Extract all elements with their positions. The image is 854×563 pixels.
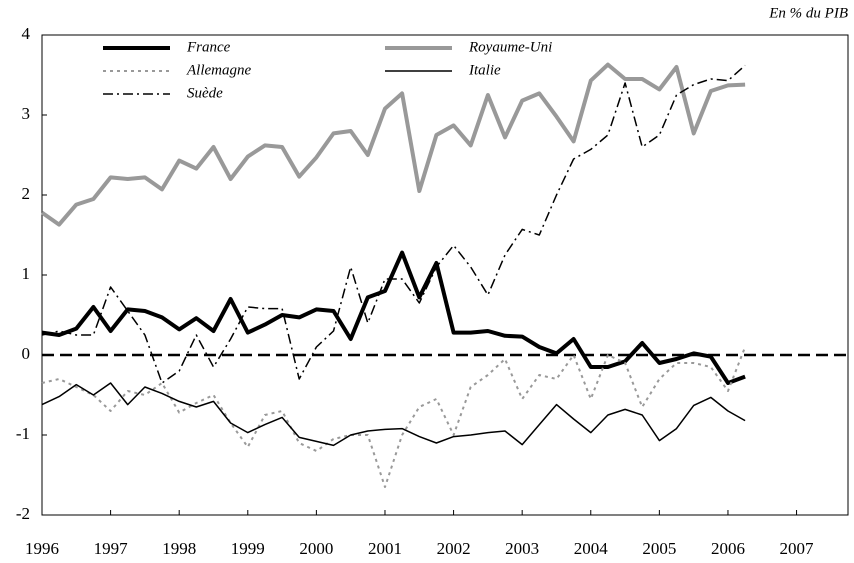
series-line xyxy=(40,62,746,227)
legend-label: Allemagne xyxy=(186,62,251,78)
x-tick-label: 2000 xyxy=(299,539,333,558)
plot-frame xyxy=(41,34,849,516)
x-tick-label: 1999 xyxy=(231,539,265,558)
x-tick-label: 1996 xyxy=(25,539,59,558)
x-tick-label: 2001 xyxy=(368,539,402,558)
legend-label: Royaume-Uni xyxy=(468,39,552,55)
legend-label: Italie xyxy=(468,62,501,78)
y-tick-label: 1 xyxy=(22,264,31,283)
y-tick-label: 0 xyxy=(22,344,31,363)
x-tick-label: 2003 xyxy=(505,539,539,558)
x-tick-label: 2006 xyxy=(711,539,745,558)
x-tick-label: 1998 xyxy=(162,539,196,558)
series-line xyxy=(41,250,746,385)
unit-label: En % du PIB xyxy=(768,5,848,21)
legend-label: France xyxy=(186,39,231,55)
y-tick-label: 2 xyxy=(22,184,31,203)
series-line xyxy=(41,64,746,384)
x-tick-label: 2004 xyxy=(574,539,609,558)
legend-label: Suède xyxy=(187,85,223,101)
y-tick-label: 4 xyxy=(22,24,31,43)
y-tick-label: -2 xyxy=(16,504,30,523)
series-line xyxy=(41,382,746,447)
series-line xyxy=(41,346,747,488)
x-tick-label: 2002 xyxy=(437,539,471,558)
y-tick-label: -1 xyxy=(16,424,30,443)
x-tick-label: 1997 xyxy=(94,539,129,558)
y-tick-label: 3 xyxy=(22,104,31,123)
x-tick-label: 2005 xyxy=(642,539,676,558)
x-tick-label: 2007 xyxy=(780,539,815,558)
